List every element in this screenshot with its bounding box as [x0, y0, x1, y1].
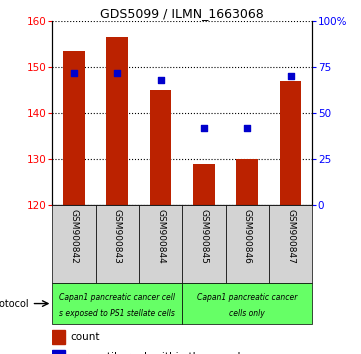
Bar: [63, 51, 85, 205]
Bar: [269, 205, 312, 283]
Title: GDS5099 / ILMN_1663068: GDS5099 / ILMN_1663068: [100, 7, 264, 20]
Bar: [150, 90, 171, 205]
Text: percentile rank within the sample: percentile rank within the sample: [70, 352, 247, 354]
Bar: [139, 205, 182, 283]
Point: [114, 70, 120, 76]
Text: protocol: protocol: [0, 298, 29, 309]
Bar: [193, 164, 215, 205]
Bar: [182, 283, 312, 324]
Bar: [106, 38, 128, 205]
Bar: [182, 205, 226, 283]
Text: GSM900845: GSM900845: [200, 209, 208, 264]
Text: count: count: [70, 332, 100, 342]
Text: GSM900844: GSM900844: [156, 209, 165, 264]
Point: [288, 74, 293, 79]
Point: [244, 125, 250, 131]
Bar: [52, 330, 65, 344]
Text: GSM900843: GSM900843: [113, 209, 122, 264]
Text: GSM900847: GSM900847: [286, 209, 295, 264]
Text: Capan1 pancreatic cancer cell: Capan1 pancreatic cancer cell: [59, 293, 175, 302]
Text: cells only: cells only: [229, 309, 265, 318]
Text: GSM900842: GSM900842: [70, 209, 78, 264]
Bar: [52, 350, 65, 354]
Bar: [52, 205, 96, 283]
Point: [71, 70, 77, 76]
Bar: [52, 283, 182, 324]
Bar: [226, 205, 269, 283]
Point: [158, 77, 164, 83]
Text: GSM900846: GSM900846: [243, 209, 252, 264]
Text: s exposed to PS1 stellate cells: s exposed to PS1 stellate cells: [60, 309, 175, 318]
Bar: [96, 205, 139, 283]
Text: Capan1 pancreatic cancer: Capan1 pancreatic cancer: [197, 293, 297, 302]
Bar: [236, 159, 258, 205]
Bar: [280, 81, 301, 205]
Point: [201, 125, 207, 131]
